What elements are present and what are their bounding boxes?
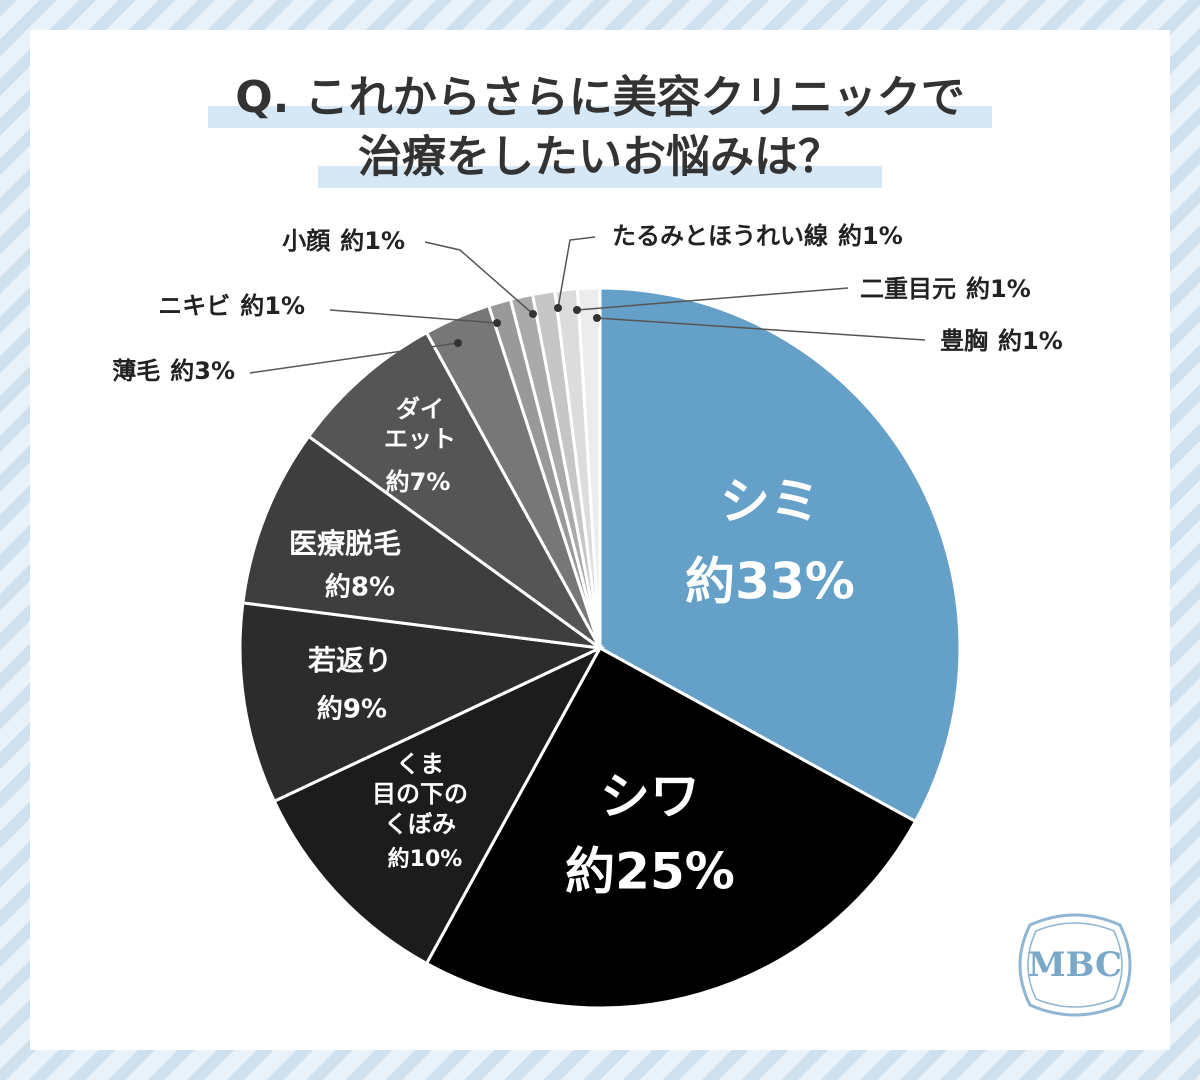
chart-title: Q. これからさらに美容クリニックで治療をしたいお悩みは？ — [235, 72, 964, 182]
slice-label: 二重目元 — [860, 275, 956, 303]
outside-label: 豊胸 約1% — [940, 327, 1063, 355]
leader-line — [249, 342, 459, 374]
slice-label: シミ — [720, 473, 820, 531]
leader-line — [576, 287, 849, 311]
outside-label: 小顔 約1% — [282, 227, 405, 255]
slice-label: 豊胸 — [940, 327, 988, 355]
pie-slice — [238, 601, 606, 804]
outside-label: ニキビ 約1% — [158, 292, 305, 320]
pie-slice — [424, 645, 918, 1010]
leader-line — [329, 309, 498, 324]
title-highlight — [208, 106, 992, 128]
outside-label: たるみとほうれい線 約1% — [612, 222, 903, 250]
title-highlight — [318, 166, 882, 188]
value-label: 約8% — [325, 572, 395, 603]
value-label: 約33% — [685, 553, 855, 611]
outside-label: 薄毛 約3% — [112, 357, 235, 385]
leader-dot — [454, 339, 462, 347]
slice-label: 小顔 — [282, 227, 331, 255]
leader-dot — [529, 310, 537, 318]
slice-label: シワ — [600, 768, 700, 826]
value-label: 約1% — [966, 275, 1031, 303]
value-label: 約1% — [838, 222, 903, 250]
logo: MBC — [1018, 913, 1132, 1017]
slice-label: ニキビ — [158, 292, 230, 320]
value-label: 約1% — [340, 227, 405, 255]
value-label: 約25% — [565, 843, 735, 901]
value-label: 約9% — [317, 694, 387, 725]
pie-slice — [241, 434, 601, 650]
slice-label: 若返り — [308, 644, 392, 677]
pie-slice — [598, 286, 962, 824]
leader-dot — [593, 314, 601, 322]
logo-text: MBC — [1028, 945, 1122, 985]
value-label: 約1% — [240, 292, 305, 320]
slice-label: くま目の下のくぼみ — [372, 750, 468, 838]
value-label: 約10% — [388, 846, 463, 872]
slice-label: 医療脱毛 — [289, 527, 401, 560]
value-label: 約7% — [386, 468, 451, 496]
leader-line — [596, 317, 926, 341]
slice-label: 薄毛 — [112, 357, 160, 385]
leader-dot — [493, 319, 501, 327]
value-label: 約3% — [170, 357, 235, 385]
pie-slice — [306, 330, 602, 650]
value-label: 約1% — [998, 327, 1063, 355]
pie-slice — [575, 286, 602, 649]
leader-line — [424, 241, 534, 315]
leader-dot — [573, 306, 581, 314]
slice-label: たるみとほうれい線 — [612, 222, 828, 250]
leader-dot — [554, 304, 562, 312]
slice-label: ダイエット — [384, 395, 456, 453]
pie-slice — [272, 644, 604, 966]
leader-line — [557, 236, 596, 309]
outside-label: 二重目元 約1% — [860, 275, 1031, 303]
